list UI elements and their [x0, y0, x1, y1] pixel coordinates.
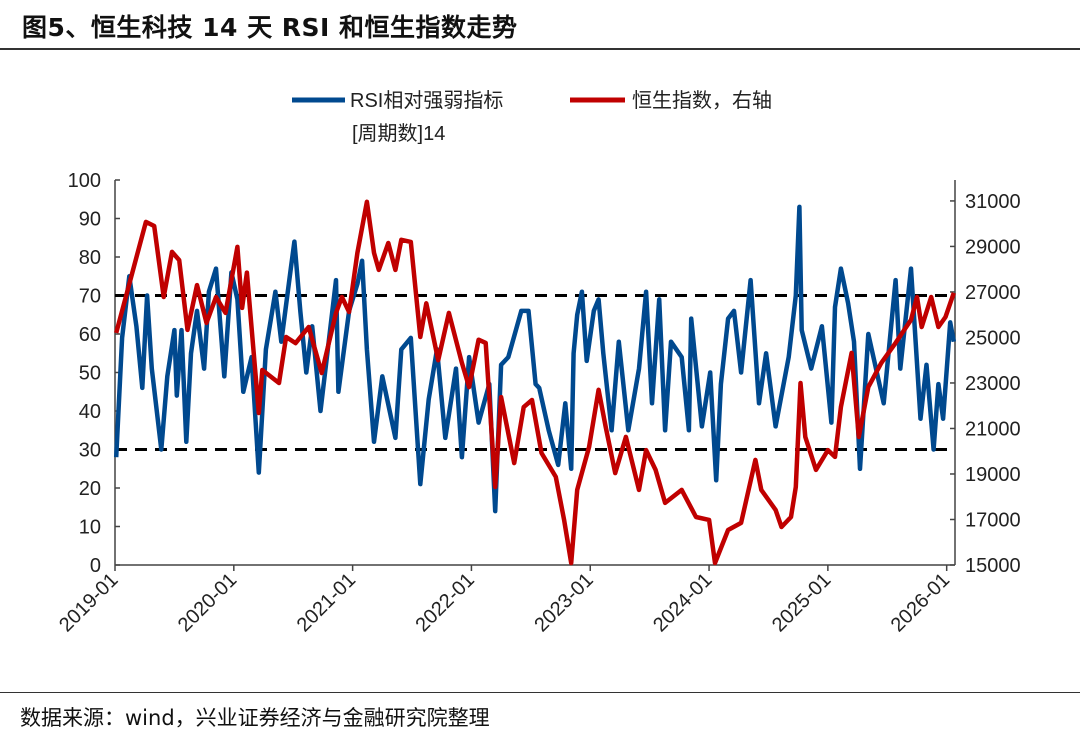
left-tick-label: 80 — [79, 247, 101, 269]
title-divider — [0, 48, 1080, 50]
series-line-hsi — [114, 199, 956, 566]
left-tick-label: 100 — [68, 170, 101, 192]
x-tick-label: 2026-01 — [887, 569, 954, 636]
axes: 0 10 20 30 40 50 60 70 80 90 100 15000 17000 19000 210… — [55, 170, 1021, 636]
left-tick-label: 50 — [79, 363, 101, 385]
left-tick-label: 10 — [79, 517, 101, 539]
right-tick-label: 19000 — [965, 464, 1021, 486]
left-tick-label: 20 — [79, 478, 101, 500]
right-tick-label: 17000 — [965, 509, 1021, 531]
left-tick-label: 30 — [79, 440, 101, 462]
right-tick-label: 31000 — [965, 191, 1021, 213]
footer-divider — [0, 692, 1080, 693]
source-note: 数据来源：wind，兴业证券经济与金融研究院整理 — [20, 706, 490, 730]
plot-area — [113, 199, 957, 566]
left-tick-label: 70 — [79, 286, 101, 308]
left-tick-label: 40 — [79, 401, 101, 423]
legend-label-rsi-period: [周期数]14 — [352, 122, 445, 145]
x-tick-label: 2025-01 — [768, 569, 835, 636]
right-tick-label: 21000 — [965, 418, 1021, 440]
legend-label-hsi: 恒生指数，右轴 — [632, 89, 772, 112]
x-tick-label: 2020-01 — [174, 569, 241, 636]
right-tick-label: 29000 — [965, 236, 1021, 258]
right-tick-label: 15000 — [965, 555, 1021, 577]
x-tick-label: 2019-01 — [55, 569, 122, 636]
series-line-rsi — [113, 204, 957, 514]
x-tick-label: 2023-01 — [530, 569, 597, 636]
left-tick-label: 60 — [79, 324, 101, 346]
chart-title: 图5、恒生科技 14 天 RSI 和恒生指数走势 — [22, 13, 518, 42]
x-tick-label: 2021-01 — [293, 569, 360, 636]
right-tick-label: 23000 — [965, 373, 1021, 395]
legend-label-rsi: RSI相对强弱指标 — [350, 89, 503, 112]
left-tick-label: 90 — [79, 209, 101, 231]
legend: RSI相对强弱指标 [周期数]14 恒生指数，右轴 — [292, 89, 772, 145]
x-tick-label: 2022-01 — [412, 569, 479, 636]
x-tick-label: 2024-01 — [649, 569, 716, 636]
right-tick-label: 27000 — [965, 282, 1021, 304]
right-tick-label: 25000 — [965, 327, 1021, 349]
left-tick-label: 0 — [90, 555, 101, 577]
